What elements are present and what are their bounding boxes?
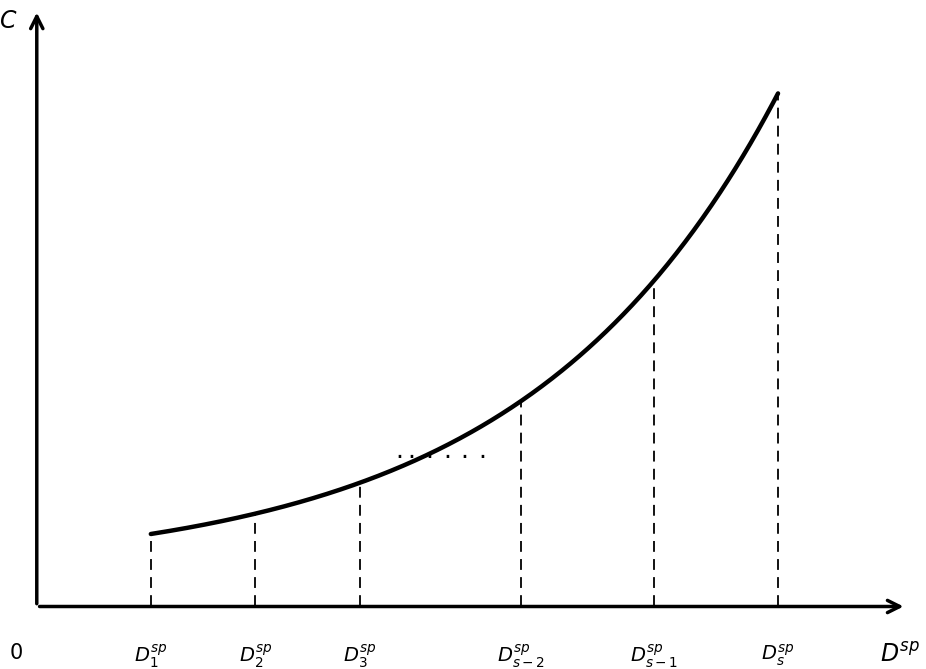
- Text: $\cdot\cdot\cdot\cdot\cdot\cdot$: $\cdot\cdot\cdot\cdot\cdot\cdot$: [395, 444, 486, 468]
- Text: $D_{s-1}^{sp}$: $D_{s-1}^{sp}$: [631, 643, 679, 669]
- Text: $D_3^{sp}$: $D_3^{sp}$: [344, 643, 377, 669]
- Text: $D^{sp}$: $D^{sp}$: [880, 643, 920, 667]
- Text: $D_s^{sp}$: $D_s^{sp}$: [761, 643, 795, 668]
- Text: 0: 0: [9, 643, 22, 663]
- Text: $D_{s-2}^{sp}$: $D_{s-2}^{sp}$: [497, 643, 545, 669]
- Text: $D_1^{sp}$: $D_1^{sp}$: [134, 643, 168, 669]
- Text: $C$: $C$: [0, 9, 18, 33]
- Text: $D_2^{sp}$: $D_2^{sp}$: [239, 643, 272, 669]
